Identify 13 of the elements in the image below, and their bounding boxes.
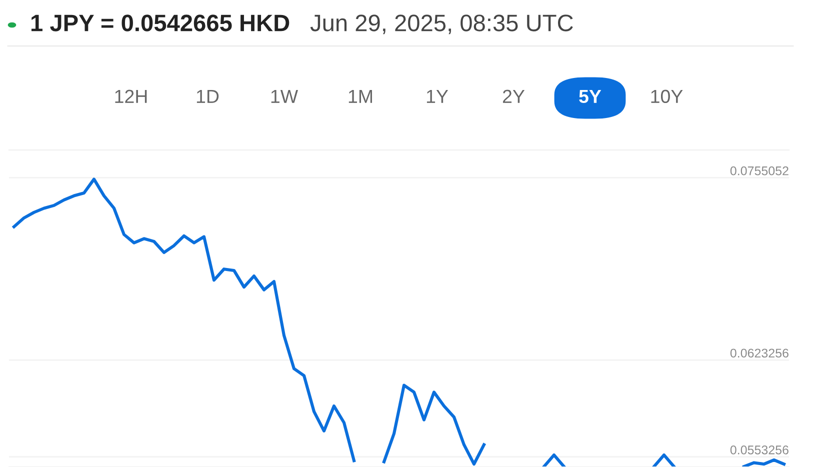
chart-subtitle: Jun 29, 2025, 08:35 UTC	[310, 14, 573, 34]
text: 12H	[115, 90, 147, 103]
text: 1Y	[426, 90, 448, 103]
y-tick-label: 0.0553256	[730, 446, 788, 454]
text: 1M	[348, 90, 372, 103]
text: 1W	[271, 90, 298, 103]
text: 10Y	[651, 90, 683, 104]
y-tick-label: 0.0623256	[730, 348, 788, 358]
y-tick-label: 0.0755052	[730, 166, 788, 176]
text: 2Y	[502, 90, 525, 103]
text: 5Y	[579, 90, 602, 104]
chart-title: 1 JPY = 0.0542665 HKD	[31, 14, 290, 32]
text: 1D	[196, 90, 219, 103]
